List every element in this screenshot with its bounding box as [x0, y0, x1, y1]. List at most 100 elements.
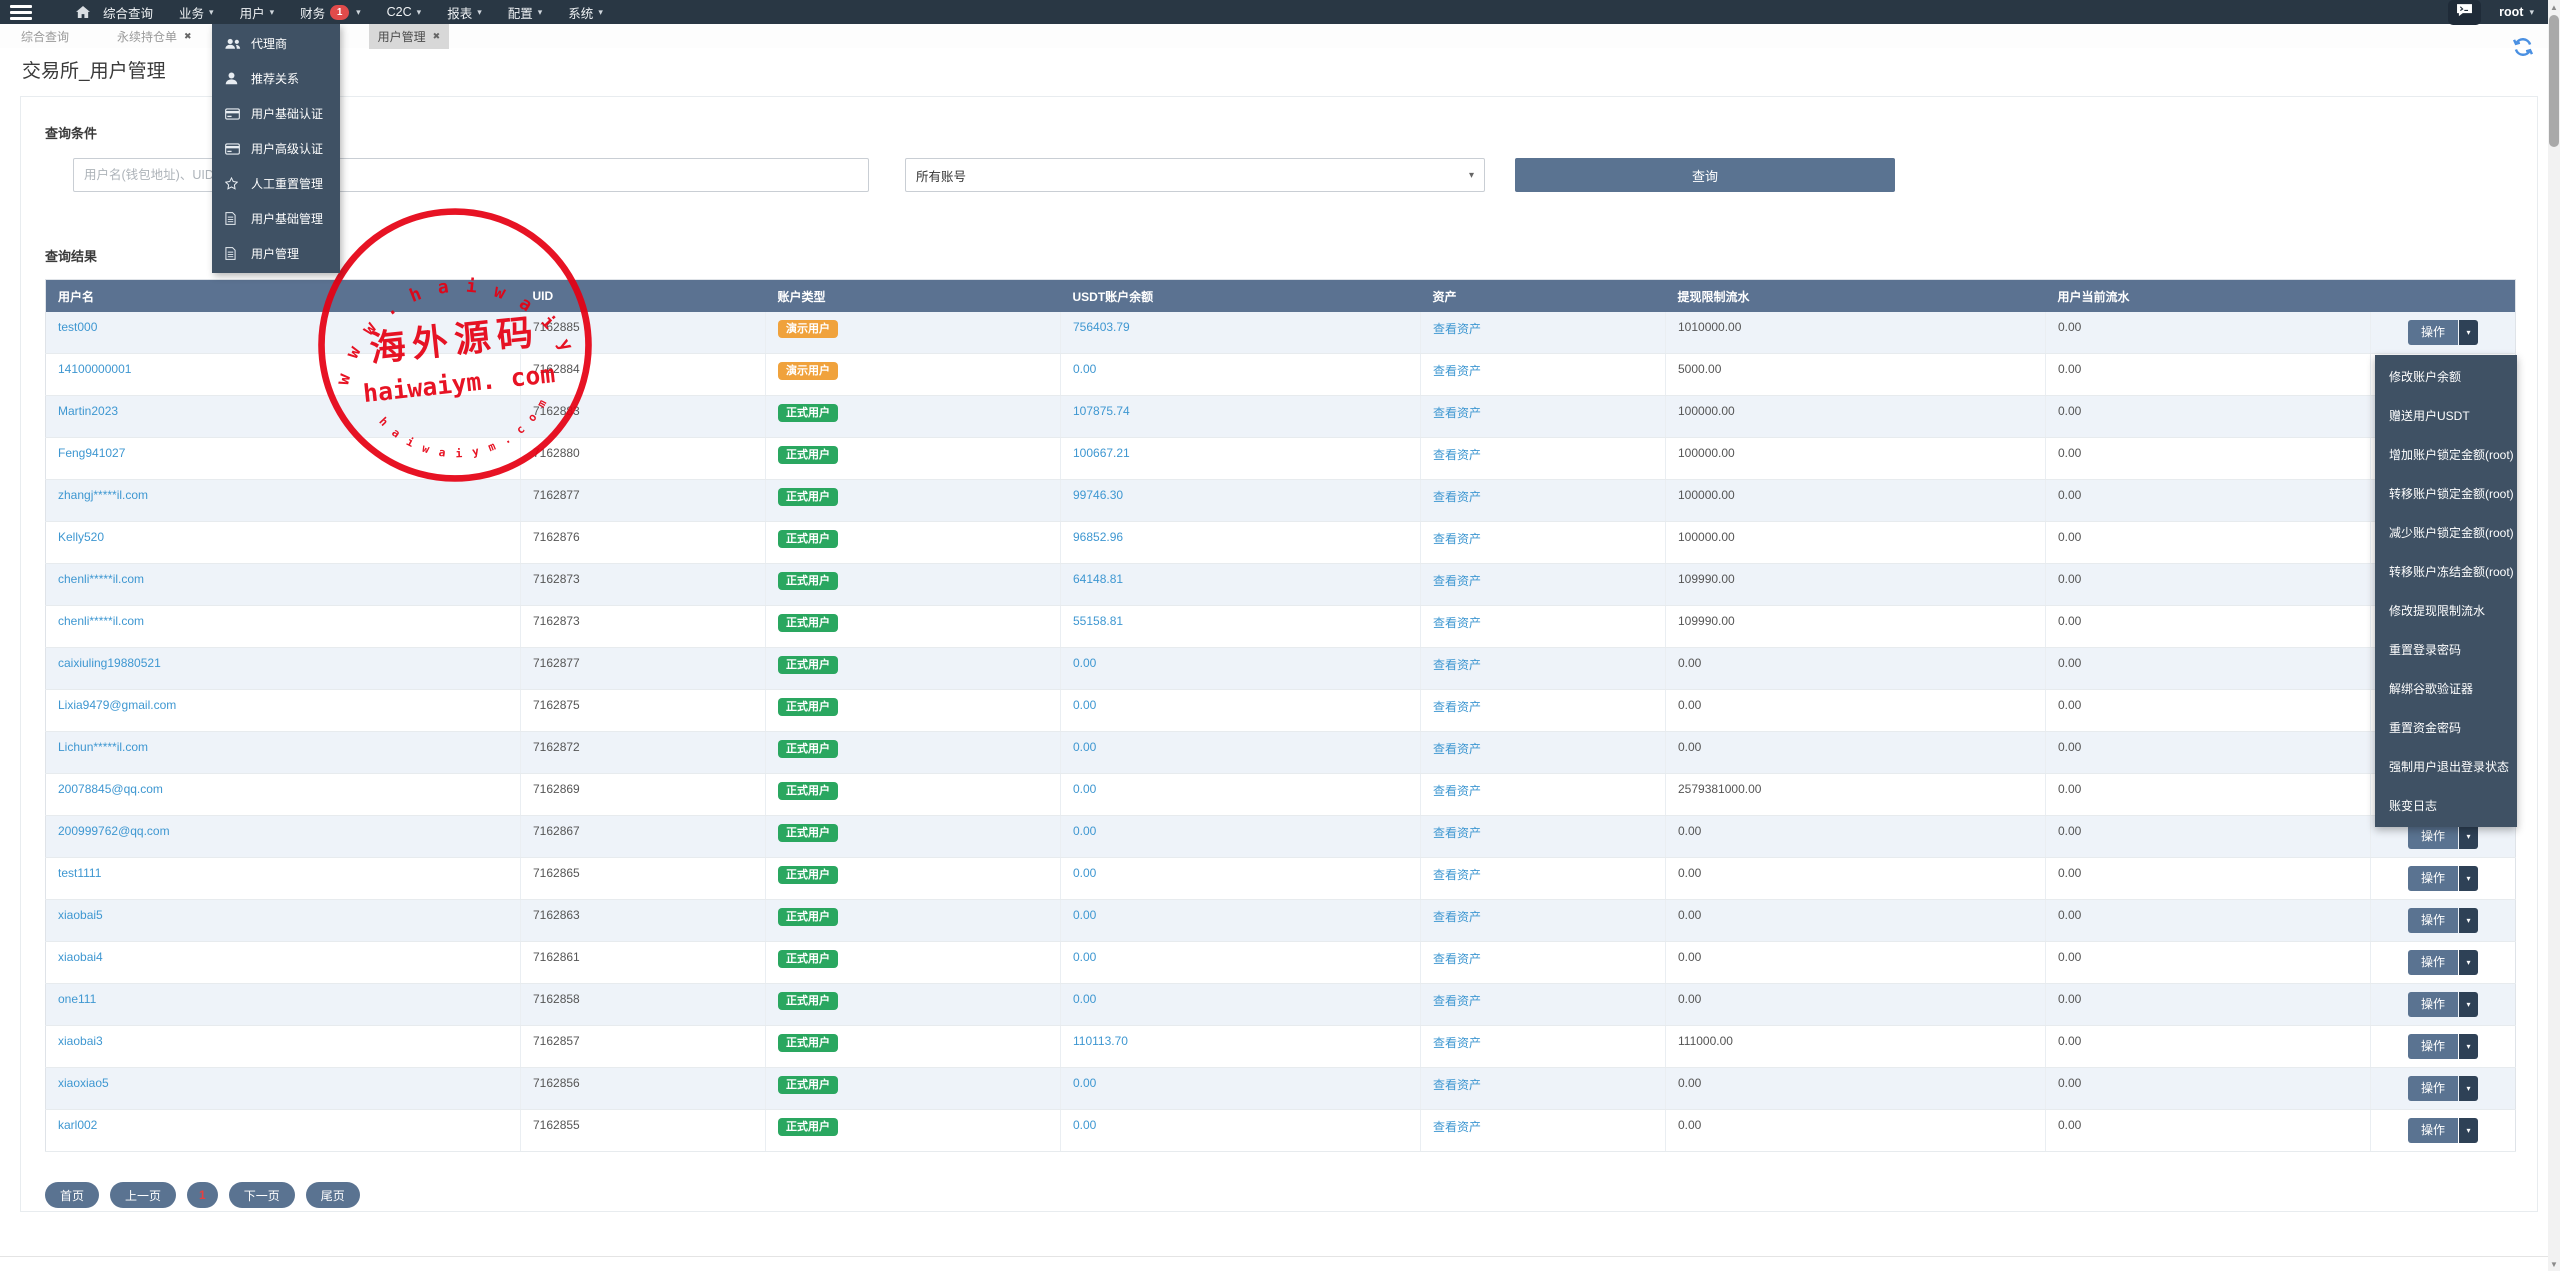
- username-link[interactable]: test1111: [58, 866, 102, 880]
- usdt-balance-link[interactable]: 0.00: [1073, 1076, 1097, 1090]
- home-icon[interactable]: [76, 6, 90, 18]
- usdt-balance-link[interactable]: 64148.81: [1073, 572, 1124, 586]
- username-link[interactable]: xiaobai4: [58, 950, 103, 964]
- username-link[interactable]: Martin2023: [58, 404, 119, 418]
- pagination-next-button[interactable]: 下一页: [228, 1182, 295, 1208]
- username-link[interactable]: test000: [58, 320, 98, 334]
- usdt-balance-link[interactable]: 0.00: [1073, 656, 1097, 670]
- refresh-icon[interactable]: [2512, 36, 2534, 63]
- usdt-balance-link[interactable]: 0.00: [1073, 1118, 1097, 1132]
- view-assets-link[interactable]: 查看资产: [1433, 322, 1482, 336]
- row-action-button[interactable]: 操作 ▾: [2407, 824, 2478, 849]
- username-link[interactable]: xiaobai3: [58, 1034, 103, 1048]
- action-menu-item[interactable]: 修改提现限制流水: [2389, 604, 2486, 618]
- username-link[interactable]: 20078845@qq.com: [58, 782, 163, 796]
- view-assets-link[interactable]: 查看资产: [1433, 910, 1482, 924]
- action-menu-item[interactable]: 解绑谷歌验证器: [2389, 682, 2474, 696]
- nav-item-2[interactable]: 用户 ▾: [227, 0, 288, 24]
- view-assets-link[interactable]: 查看资产: [1433, 532, 1482, 546]
- nav-item-5[interactable]: 报表 ▾: [434, 0, 495, 24]
- username-link[interactable]: chenli*****il.com: [58, 572, 145, 586]
- view-assets-link[interactable]: 查看资产: [1433, 868, 1482, 882]
- username-link[interactable]: Lixia9479@gmail.com: [58, 698, 177, 712]
- usdt-balance-link[interactable]: 0.00: [1073, 782, 1097, 796]
- view-assets-link[interactable]: 查看资产: [1433, 952, 1482, 966]
- row-action-button[interactable]: 操作 ▾: [2407, 1034, 2478, 1059]
- username-link[interactable]: karl002: [58, 1118, 98, 1132]
- tab-2[interactable]: 用户管理 ✖: [368, 23, 450, 49]
- user-account-button[interactable]: root ▾: [2499, 5, 2534, 19]
- user-menu-item[interactable]: 用户管理: [212, 236, 340, 271]
- username-link[interactable]: Lichun*****il.com: [58, 740, 149, 754]
- user-menu-item[interactable]: 人工重置管理: [212, 166, 340, 201]
- hamburger-menu-icon[interactable]: [10, 2, 32, 23]
- nav-item-4[interactable]: C2C ▾: [374, 0, 435, 24]
- user-menu-item[interactable]: 代理商: [212, 26, 340, 61]
- action-menu-item[interactable]: 重置资金密码: [2389, 721, 2462, 735]
- action-menu-item[interactable]: 转移账户冻结金额(root): [2389, 565, 2514, 579]
- close-icon[interactable]: ✖: [184, 30, 192, 41]
- action-menu-item[interactable]: 强制用户退出登录状态: [2389, 760, 2510, 774]
- tab-0[interactable]: 综合查询: [21, 29, 70, 44]
- messages-button[interactable]: [2448, 0, 2482, 25]
- usdt-balance-link[interactable]: 55158.81: [1073, 614, 1124, 628]
- view-assets-link[interactable]: 查看资产: [1433, 1078, 1482, 1092]
- pagination-prev-button[interactable]: 上一页: [110, 1182, 177, 1208]
- action-menu-item[interactable]: 赠送用户USDT: [2389, 409, 2470, 423]
- action-menu-item[interactable]: 账变日志: [2389, 799, 2438, 813]
- view-assets-link[interactable]: 查看资产: [1433, 490, 1482, 504]
- view-assets-link[interactable]: 查看资产: [1433, 1036, 1482, 1050]
- view-assets-link[interactable]: 查看资产: [1433, 742, 1482, 756]
- user-menu-item[interactable]: 用户高级认证: [212, 131, 340, 166]
- username-link[interactable]: Kelly520: [58, 530, 105, 544]
- view-assets-link[interactable]: 查看资产: [1433, 1120, 1482, 1134]
- action-menu-item[interactable]: 修改账户余额: [2389, 370, 2462, 384]
- view-assets-link[interactable]: 查看资产: [1433, 658, 1482, 672]
- action-menu-item[interactable]: 转移账户锁定金额(root): [2389, 487, 2514, 501]
- pagination-current[interactable]: 1: [187, 1182, 218, 1208]
- username-link[interactable]: chenli*****il.com: [58, 614, 145, 628]
- action-menu-item[interactable]: 减少账户锁定金额(root): [2389, 526, 2514, 540]
- usdt-balance-link[interactable]: 0.00: [1073, 908, 1097, 922]
- usdt-balance-link[interactable]: 0.00: [1073, 740, 1097, 754]
- usdt-balance-link[interactable]: 0.00: [1073, 698, 1097, 712]
- username-link[interactable]: one111: [58, 992, 97, 1006]
- username-link[interactable]: caixiuling19880521: [58, 656, 161, 670]
- nav-item-7[interactable]: 系统 ▾: [555, 0, 616, 24]
- username-link[interactable]: Feng941027: [58, 446, 126, 460]
- username-link[interactable]: xiaoxiao5: [58, 1076, 109, 1090]
- usdt-balance-link[interactable]: 0.00: [1073, 992, 1097, 1006]
- username-link[interactable]: 200999762@qq.com: [58, 824, 170, 838]
- view-assets-link[interactable]: 查看资产: [1433, 784, 1482, 798]
- close-icon[interactable]: ✖: [432, 30, 441, 41]
- usdt-balance-link[interactable]: 0.00: [1073, 824, 1097, 838]
- row-action-button[interactable]: 操作 ▾: [2407, 1118, 2478, 1143]
- search-button[interactable]: 查询: [1515, 158, 1895, 192]
- scrollbar[interactable]: ▲ ▼: [2548, 0, 2560, 1271]
- username-link[interactable]: xiaobai5: [58, 908, 103, 922]
- row-action-button[interactable]: 操作 ▾: [2407, 866, 2478, 891]
- user-menu-item[interactable]: 用户基础认证: [212, 96, 340, 131]
- scroll-down-icon[interactable]: ▼: [2550, 1259, 2558, 1269]
- pagination-first-button[interactable]: 首页: [45, 1182, 100, 1208]
- view-assets-link[interactable]: 查看资产: [1433, 448, 1482, 462]
- tab-1[interactable]: 永续持仓单 ✖: [117, 29, 192, 44]
- row-action-button[interactable]: 操作 ▾: [2407, 1076, 2478, 1101]
- view-assets-link[interactable]: 查看资产: [1433, 700, 1482, 714]
- view-assets-link[interactable]: 查看资产: [1433, 406, 1482, 420]
- nav-item-6[interactable]: 配置 ▾: [495, 0, 556, 24]
- scroll-up-icon[interactable]: ▲: [2550, 2, 2558, 12]
- row-action-button[interactable]: 操作 ▾: [2407, 992, 2478, 1017]
- usdt-balance-link[interactable]: 96852.96: [1073, 530, 1124, 544]
- usdt-balance-link[interactable]: 0.00: [1073, 362, 1097, 376]
- usdt-balance-link[interactable]: 0.00: [1073, 950, 1097, 964]
- usdt-balance-link[interactable]: 100667.21: [1073, 446, 1130, 460]
- view-assets-link[interactable]: 查看资产: [1433, 616, 1482, 630]
- row-action-button[interactable]: 操作 ▾: [2407, 320, 2478, 345]
- pagination-last-button[interactable]: 尾页: [305, 1182, 360, 1208]
- nav-item-0[interactable]: 综合查询: [90, 0, 166, 24]
- row-action-button[interactable]: 操作 ▾: [2407, 950, 2478, 975]
- action-menu-item[interactable]: 重置登录密码: [2389, 643, 2462, 657]
- view-assets-link[interactable]: 查看资产: [1433, 364, 1482, 378]
- user-menu-item[interactable]: 用户基础管理: [212, 201, 340, 236]
